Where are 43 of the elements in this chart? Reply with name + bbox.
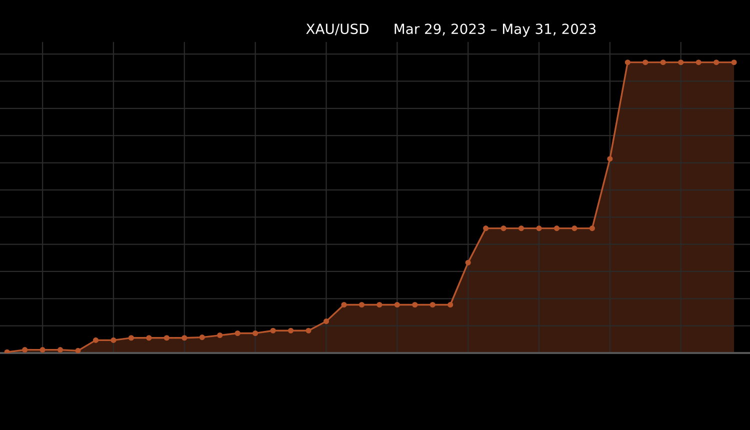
point bbox=[518, 226, 524, 232]
point bbox=[92, 337, 99, 343]
point bbox=[642, 60, 648, 66]
point bbox=[234, 330, 240, 336]
point bbox=[536, 226, 542, 232]
chart-subtitle: Mar 29, 2023 – May 31, 2023 bbox=[394, 24, 596, 37]
point bbox=[572, 226, 578, 232]
point bbox=[58, 347, 64, 353]
point bbox=[500, 226, 506, 232]
point bbox=[164, 335, 170, 341]
point bbox=[394, 302, 400, 308]
point bbox=[465, 260, 471, 266]
point bbox=[110, 337, 116, 343]
point bbox=[412, 302, 418, 308]
point bbox=[376, 302, 382, 308]
point bbox=[607, 156, 613, 162]
point bbox=[288, 328, 294, 334]
point bbox=[128, 335, 134, 341]
point bbox=[217, 332, 223, 338]
point bbox=[306, 328, 312, 334]
point bbox=[146, 335, 152, 341]
point bbox=[448, 302, 454, 308]
point bbox=[483, 226, 489, 232]
point bbox=[182, 335, 188, 341]
point bbox=[341, 302, 347, 308]
point bbox=[430, 302, 436, 308]
point bbox=[589, 226, 595, 232]
point bbox=[696, 60, 702, 66]
point bbox=[678, 60, 684, 66]
point bbox=[660, 60, 666, 66]
point bbox=[624, 60, 630, 66]
point bbox=[199, 334, 205, 340]
chart-title: XAU/USD bbox=[306, 24, 368, 36]
point bbox=[731, 60, 737, 66]
point bbox=[22, 347, 28, 353]
point bbox=[270, 328, 276, 334]
point bbox=[358, 302, 364, 308]
point bbox=[714, 60, 720, 66]
point bbox=[75, 348, 81, 353]
point bbox=[323, 318, 330, 324]
point bbox=[252, 330, 258, 336]
point bbox=[40, 347, 46, 353]
point bbox=[554, 226, 560, 232]
